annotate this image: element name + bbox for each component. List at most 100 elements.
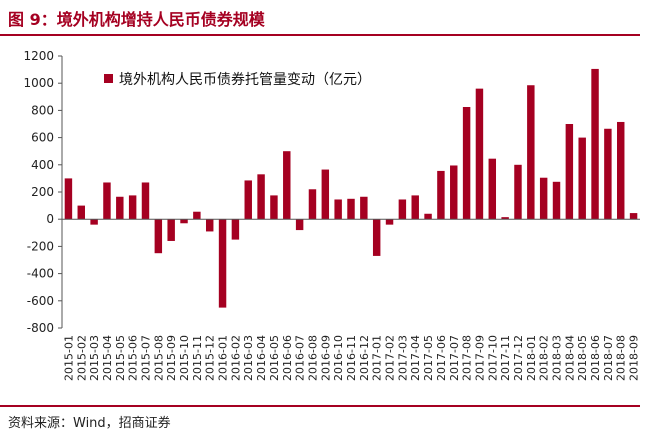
bar-2016-10 (334, 199, 342, 220)
page-title: 图 9：境外机构增持人民币债券规模 (8, 10, 265, 29)
bar-2017-11 (501, 217, 509, 220)
y-tick-label: 1000 (23, 76, 54, 90)
x-tick-label: 2016-01 (217, 335, 230, 381)
x-tick-label: 2016-07 (294, 335, 307, 381)
y-tick-label: -600 (27, 294, 54, 308)
x-tick-label: 2015-09 (165, 335, 178, 381)
source-note: 资料来源：Wind，招商证券 (8, 416, 171, 431)
x-tick-label: 2017-05 (422, 335, 435, 381)
bar-2016-05 (270, 195, 278, 220)
y-tick-label: 600 (31, 131, 54, 145)
x-tick-label: 2017-07 (448, 335, 461, 381)
x-tick-label: 2017-04 (409, 335, 422, 381)
x-tick-label: 2016-04 (255, 335, 268, 381)
y-tick-label: -400 (27, 267, 54, 281)
x-tick-label: 2015-08 (152, 335, 165, 381)
legend: 境外机构人民币债券托管量变动（亿元） (104, 72, 371, 88)
bar-2017-03 (398, 199, 407, 220)
bar-2015-01 (64, 178, 73, 220)
bar-2015-04 (103, 182, 111, 220)
bar-2016-09 (321, 169, 330, 220)
bar-2017-08 (462, 107, 471, 220)
x-tick-label: 2017-01 (371, 335, 384, 381)
bar-2017-06 (437, 170, 445, 220)
title-divider (0, 34, 640, 36)
x-tick-label: 2018-03 (551, 335, 564, 381)
legend-label: 境外机构人民币债券托管量变动（亿元） (119, 72, 371, 88)
bar-2016-06 (283, 151, 291, 220)
x-tick-label: 2015-01 (62, 335, 75, 381)
bar-2017-09 (475, 88, 484, 220)
bars (64, 68, 638, 308)
x-tick-label: 2015-12 (204, 335, 217, 381)
bar-chart: 1200 1000 800 600 400 200 0 -200 -400 -600 -800 20… (23, 49, 641, 381)
bar-2015-11 (193, 211, 201, 220)
x-tick-label: 2018-05 (576, 335, 589, 381)
x-tick-label: 2018-09 (628, 335, 641, 381)
bar-2017-01 (372, 219, 381, 256)
x-tick-label: 2016-03 (242, 335, 255, 381)
x-tick-label: 2018-01 (525, 335, 538, 381)
x-tick-label: 2018-02 (538, 335, 551, 381)
x-tick-label: 2015-06 (127, 335, 140, 381)
x-tick-label: 2017-03 (396, 335, 409, 381)
x-tick-label: 2016-11 (345, 335, 358, 381)
bar-2018-01 (527, 85, 535, 220)
x-tick-label: 2016-09 (319, 335, 332, 381)
y-tick-label: -800 (27, 321, 54, 335)
x-tick-label: 2015-05 (114, 335, 127, 381)
x-tick-label: 2016-12 (358, 335, 371, 381)
bar-2018-04 (565, 124, 574, 220)
bar-2015-10 (180, 219, 188, 224)
bar-2016-12 (360, 196, 368, 220)
bar-2016-04 (257, 174, 265, 220)
bar-2016-08 (308, 189, 317, 220)
bar-2018-06 (591, 68, 599, 220)
bar-2018-09 (629, 213, 638, 220)
bar-2015-07 (141, 182, 150, 220)
bar-2015-12 (205, 219, 214, 232)
footer-divider (0, 405, 640, 407)
bar-2018-07 (604, 128, 612, 220)
x-tick-label: 2016-06 (281, 335, 294, 381)
bar-2017-10 (488, 158, 497, 220)
x-tick-label: 2018-04 (563, 335, 576, 381)
bar-2017-05 (424, 213, 432, 220)
bar-2015-08 (154, 219, 163, 254)
x-tick-label: 2015-11 (191, 335, 204, 381)
x-tick-label: 2018-06 (589, 335, 602, 381)
x-tick-label: 2016-08 (306, 335, 319, 381)
bar-2015-09 (167, 219, 175, 241)
bar-2016-01 (218, 219, 227, 308)
x-tick-label: 2015-10 (178, 335, 191, 381)
y-tick-label: 0 (46, 212, 54, 226)
bar-2016-03 (244, 180, 252, 220)
bar-2018-05 (578, 137, 586, 220)
bar-2015-06 (128, 195, 137, 220)
bar-2015-02 (77, 205, 85, 220)
bar-2018-02 (539, 177, 548, 220)
x-tick-label: 2017-10 (486, 335, 499, 381)
bar-2017-04 (411, 195, 419, 220)
x-tick-label: 2016-10 (332, 335, 345, 381)
y-axis: 1200 1000 800 600 400 200 0 -200 -400 -600 -800 (23, 49, 63, 335)
y-tick-label: 1200 (23, 49, 54, 63)
x-tick-label: 2017-06 (435, 335, 448, 381)
y-tick-label: -200 (27, 239, 54, 253)
bar-2015-03 (90, 219, 98, 225)
bar-2017-02 (385, 219, 394, 225)
x-tick-label: 2015-03 (88, 335, 101, 381)
legend-swatch (104, 74, 113, 83)
y-tick-label: 800 (31, 103, 54, 117)
x-tick-label: 2017-08 (461, 335, 474, 381)
bar-2017-12 (514, 164, 522, 220)
bar-2016-11 (347, 198, 355, 220)
bar-2016-07 (295, 219, 304, 231)
bar-2018-03 (552, 181, 561, 220)
x-tick-label: 2017-02 (384, 335, 397, 381)
x-tick-label: 2017-11 (499, 335, 512, 381)
bar-2017-07 (450, 165, 458, 220)
x-tick-label: 2017-12 (512, 335, 525, 381)
x-tick-label: 2018-07 (602, 335, 615, 381)
y-tick-label: 200 (31, 185, 54, 199)
